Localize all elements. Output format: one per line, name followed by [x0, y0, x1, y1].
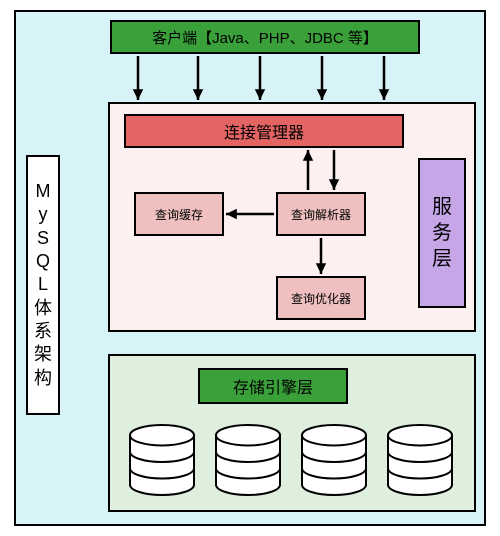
client-box: 客户端【Java、PHP、JDBC 等】 — [110, 20, 420, 54]
query-cache-label: 查询缓存 — [155, 206, 203, 223]
storage-engine-box: 存储引擎层 — [198, 368, 348, 404]
service-layer-label: 服务层 — [418, 158, 466, 308]
database-icon — [214, 423, 282, 497]
database-icon — [128, 423, 196, 497]
database-icon — [386, 423, 454, 497]
query-parser-box: 查询解析器 — [276, 192, 366, 236]
diagram-canvas: 客户端【Java、PHP、JDBC 等】 连接管理器 查询缓存 查询解析器 查询… — [0, 0, 500, 536]
query-optimizer-box: 查询优化器 — [276, 276, 366, 320]
database-icon — [300, 423, 368, 497]
storage-engine-label: 存储引擎层 — [233, 374, 313, 398]
sidebar-title: MySQL体系架构 — [26, 155, 60, 415]
client-label: 客户端【Java、PHP、JDBC 等】 — [152, 27, 378, 48]
connection-manager-box: 连接管理器 — [124, 114, 404, 148]
connection-manager-label: 连接管理器 — [224, 119, 304, 143]
query-parser-label: 查询解析器 — [291, 206, 351, 223]
query-optimizer-label: 查询优化器 — [291, 290, 351, 307]
query-cache-box: 查询缓存 — [134, 192, 224, 236]
